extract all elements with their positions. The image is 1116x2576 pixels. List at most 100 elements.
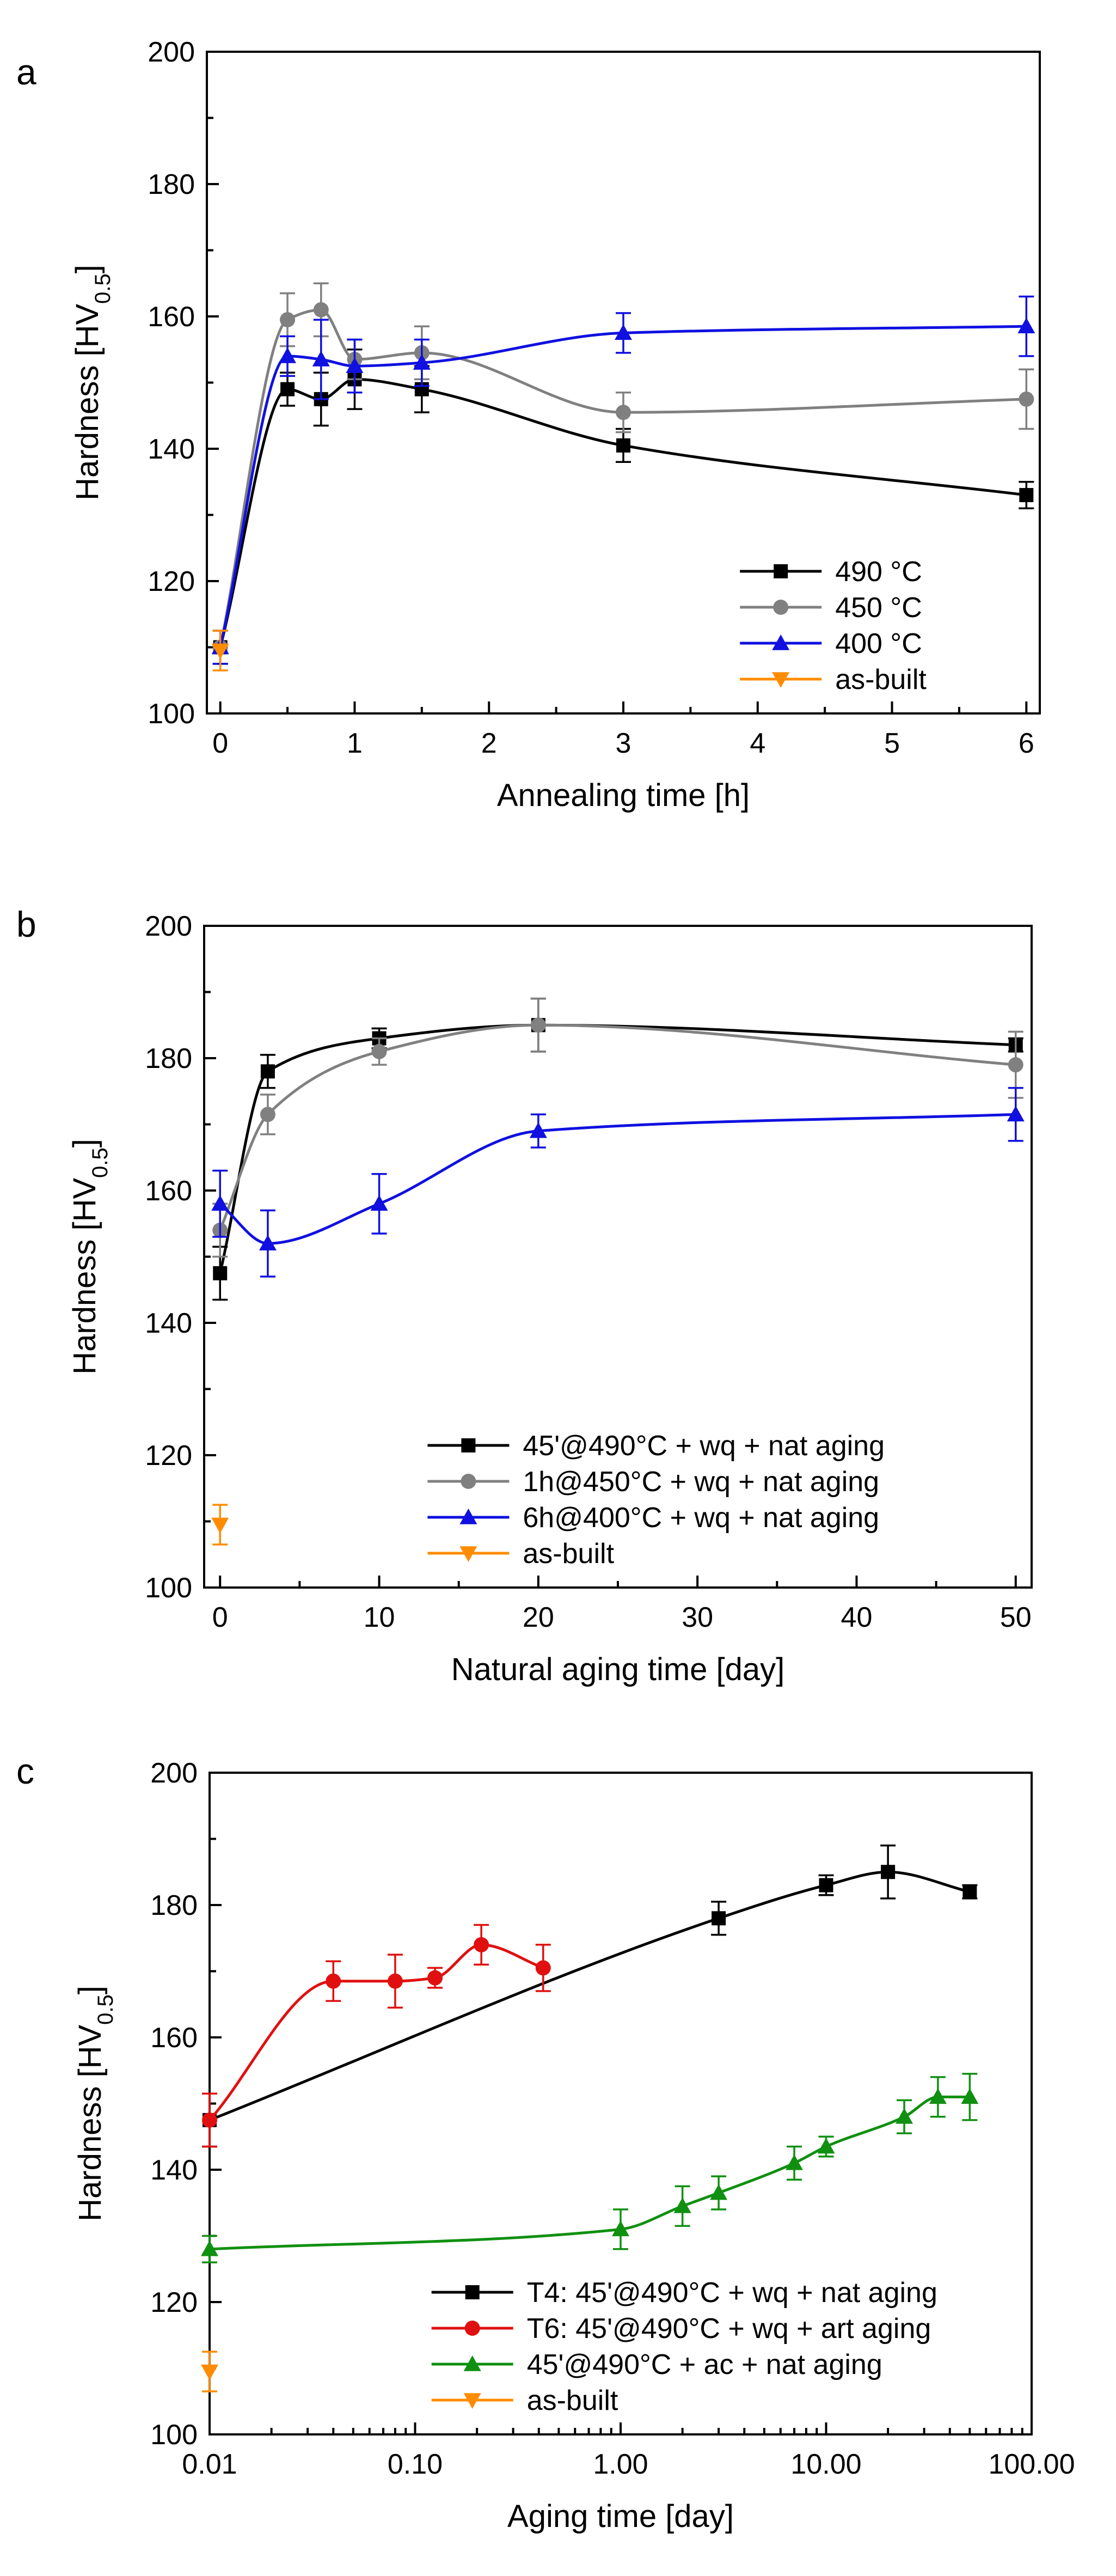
legend-label: as-built [527, 2385, 618, 2416]
data-point [712, 1911, 726, 1926]
data-point [413, 354, 431, 370]
x-tick-label: 40 [841, 1602, 873, 1633]
y-axis-title: Hardness [HV0.5] [72, 1986, 118, 2221]
series-2 [211, 1086, 1025, 1278]
legend-label: as-built [523, 1538, 614, 1570]
x-tick-label: 0.01 [182, 2449, 237, 2480]
data-point [529, 1122, 547, 1138]
y-axis-title-main: Hardness [HV [70, 304, 105, 500]
series-line [209, 2095, 970, 2251]
legend-marker [461, 1474, 476, 1489]
legend-marker [459, 1509, 477, 1524]
legend-label: 400 °C [835, 628, 922, 660]
legend-marker [461, 1438, 476, 1452]
x-tick-label: 20 [523, 1602, 554, 1633]
legend-label: 45'@490°C + ac + nat aging [527, 2349, 882, 2380]
series-line [219, 377, 1027, 648]
y-tick-label: 180 [145, 1043, 192, 1075]
data-point [371, 1043, 387, 1059]
panel-c: c 100 120 140 160 180 200 0.01 0.10 1.00 10.00 100.… [16, 1751, 1075, 2534]
y-tick-label: 120 [148, 566, 195, 597]
legend-marker [772, 634, 790, 650]
legend: 490 °C 450 °C 400 °C as-built [740, 556, 927, 695]
data-point [530, 1017, 546, 1033]
data-point [280, 312, 296, 328]
legend: T4: 45'@490°C + wq + nat aging T6: 45'@49… [431, 2277, 937, 2416]
series-line [209, 1943, 544, 2121]
data-point [673, 2197, 691, 2213]
data-point [961, 2088, 979, 2104]
series-0 [212, 997, 1023, 1301]
x-tick-label: 30 [682, 1602, 713, 1633]
data-point [346, 357, 364, 373]
x-tick-label: 6 [1019, 728, 1034, 759]
legend-marker [772, 672, 790, 688]
y-axis-title-end: ] [67, 1139, 102, 1147]
data-point [280, 382, 295, 396]
series-line [219, 325, 1027, 648]
y-tick-label: 100 [150, 2419, 198, 2451]
data-point [710, 2184, 728, 2200]
x-tick-label: 2 [481, 728, 497, 759]
legend-label: T6: 45'@490°C + wq + art aging [527, 2313, 931, 2345]
series-3 [211, 630, 229, 672]
legend-marker [464, 2321, 480, 2336]
x-tick-label: 0 [212, 1602, 228, 1633]
y-axis-title: Hardness [HV0.5] [67, 1139, 112, 1375]
x-tick-label: 100.00 [988, 2449, 1075, 2480]
series-line [219, 1113, 1016, 1245]
x-tick-label: 0 [212, 728, 228, 759]
legend-label: 490 °C [835, 556, 922, 588]
legend-label: 450 °C [835, 592, 922, 624]
x-axis-title: Annealing time [h] [497, 778, 750, 813]
series-3 [211, 1504, 229, 1546]
data-point [817, 2138, 835, 2154]
y-tick-label: 160 [145, 1175, 192, 1207]
data-point [211, 1517, 229, 1534]
data-point [1008, 1057, 1023, 1073]
data-point [615, 324, 632, 340]
series-line [219, 308, 1027, 648]
panel-label: c [16, 1751, 34, 1791]
y-tick-label: 200 [148, 36, 195, 68]
series-line [218, 1023, 1016, 1231]
legend-marker [774, 564, 788, 578]
data-point [326, 1973, 341, 1989]
data-point [259, 1235, 277, 1250]
x-tick-label: 10.00 [790, 2449, 861, 2480]
series-1 [212, 997, 1023, 1258]
y-axis-title-main: Hardness [HV [67, 1178, 102, 1375]
data-point [1007, 1106, 1025, 1122]
data-point [279, 347, 297, 363]
data-point [201, 2240, 218, 2256]
data-point [211, 643, 229, 660]
data-point [313, 302, 329, 318]
y-tick-label: 180 [150, 1890, 198, 1921]
data-point [211, 1195, 229, 1211]
y-tick-label: 120 [150, 2287, 198, 2318]
data-point [1017, 318, 1035, 334]
x-axis-title: Aging time [day] [507, 2499, 734, 2534]
series-0 [202, 1844, 978, 2148]
x-tick-label: 1 [347, 728, 363, 759]
legend-label: T4: 45'@490°C + wq + nat aging [527, 2277, 937, 2309]
data-point [312, 350, 330, 367]
data-point [929, 2088, 947, 2104]
x-tick-label: 10 [364, 1602, 395, 1633]
y-tick-label: 140 [145, 1308, 192, 1339]
data-point [616, 438, 630, 453]
legend: 45'@490°C + wq + nat aging 1h@450°C + wq … [427, 1430, 885, 1570]
data-point [260, 1107, 275, 1122]
x-tick-label: 0.10 [388, 2449, 443, 2480]
data-point [612, 2220, 629, 2237]
data-point [896, 2108, 913, 2124]
y-tick-label: 120 [145, 1440, 192, 1472]
y-tick-label: 100 [145, 1572, 192, 1604]
y-axis-title-subscript: 0.5 [91, 273, 115, 304]
data-point [962, 1884, 977, 1899]
data-point [427, 1970, 443, 1986]
y-tick-label: 200 [150, 1757, 198, 1789]
legend-label: 1h@450°C + wq + nat aging [523, 1466, 879, 1498]
data-point [202, 2112, 217, 2128]
